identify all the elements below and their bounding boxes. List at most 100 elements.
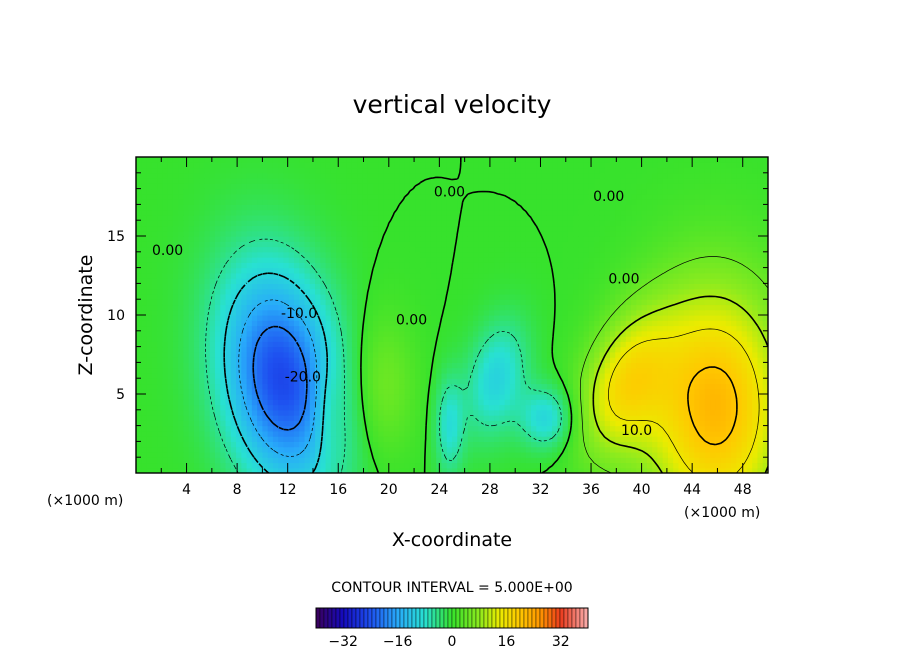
field-cell [167, 409, 174, 416]
field-cell [562, 267, 569, 274]
field-cell [446, 157, 453, 163]
field-cell [546, 225, 553, 232]
field-cell [209, 436, 216, 442]
field-cell [172, 320, 179, 327]
field-cell [404, 346, 411, 353]
field-cell [294, 467, 300, 473]
field-cell [378, 336, 385, 342]
field-cell [209, 394, 216, 400]
field-cell [315, 330, 321, 337]
field-cell [257, 257, 263, 263]
field-cell [294, 372, 300, 379]
field-cell [251, 241, 258, 248]
field-cell [136, 404, 142, 411]
field-cell [193, 362, 200, 369]
field-cell [162, 409, 169, 416]
field-cell [236, 225, 242, 232]
field-cell [567, 293, 574, 300]
field-cell [236, 188, 242, 195]
field-cell [225, 230, 232, 237]
field-cell [362, 357, 369, 363]
field-cell [315, 193, 321, 200]
field-cell [251, 172, 258, 179]
field-cell [546, 299, 553, 306]
field-cell [494, 293, 500, 300]
field-cell [162, 399, 169, 406]
field-cell [146, 315, 153, 321]
field-cell [399, 446, 406, 453]
field-cell [441, 299, 448, 306]
field-cell [546, 457, 553, 464]
field-cell [525, 257, 532, 263]
field-cell [215, 299, 221, 306]
field-cell [373, 446, 379, 453]
field-cell [562, 351, 569, 358]
field-cell [272, 251, 279, 258]
field-cell [288, 436, 295, 442]
field-cell [430, 409, 437, 416]
field-cell [272, 272, 279, 279]
field-cell [362, 157, 369, 163]
field-cell [404, 330, 411, 337]
field-cell [146, 193, 153, 200]
field-cell [193, 278, 200, 284]
field-cell [346, 241, 353, 248]
field-cell [488, 351, 495, 358]
field-cell [383, 409, 390, 416]
field-cell [315, 367, 321, 374]
field-cell [278, 225, 285, 232]
field-cell [267, 425, 274, 432]
field-cell [462, 383, 469, 390]
field-cell [241, 346, 248, 353]
field-cell [278, 288, 285, 295]
field-cell [183, 267, 190, 274]
field-cell [204, 341, 211, 348]
field-cell [294, 299, 300, 306]
field-cell [509, 394, 516, 400]
field-cell [272, 188, 279, 195]
field-cell [541, 330, 548, 337]
field-cell [483, 436, 490, 442]
field-cell [441, 225, 448, 232]
field-cell [330, 214, 337, 221]
field-cell [167, 262, 174, 269]
field-cell [304, 193, 311, 200]
field-cell [399, 288, 406, 295]
field-cell [330, 388, 337, 395]
field-cell [383, 278, 390, 284]
field-cell [562, 388, 569, 395]
field-cell [394, 288, 400, 295]
field-cell [188, 304, 195, 311]
field-cell [452, 357, 458, 363]
field-cell [246, 267, 253, 274]
field-cell [536, 362, 543, 369]
field-cell [404, 157, 411, 163]
field-cell [367, 209, 374, 216]
field-cell [283, 320, 290, 327]
field-cell [430, 330, 437, 337]
field-cell [246, 378, 253, 385]
field-cell [162, 388, 169, 395]
field-cell [415, 204, 421, 211]
field-cell [151, 394, 158, 400]
field-cell [483, 209, 490, 216]
field-cell [351, 167, 358, 174]
field-cell [499, 436, 506, 442]
field-cell [209, 199, 216, 205]
field-cell [504, 246, 511, 253]
field-cell [157, 299, 163, 306]
field-cell [467, 462, 474, 469]
field-cell [409, 257, 416, 263]
field-cell [457, 225, 464, 232]
field-cell [467, 162, 474, 169]
field-cell [494, 409, 500, 416]
field-cell [473, 214, 479, 221]
field-cell [241, 278, 248, 284]
field-cell [167, 341, 174, 348]
field-cell [415, 462, 421, 469]
field-cell [562, 378, 569, 385]
field-cell [309, 341, 316, 348]
field-cell [146, 367, 153, 374]
field-cell [499, 299, 506, 306]
field-cell [236, 383, 242, 390]
